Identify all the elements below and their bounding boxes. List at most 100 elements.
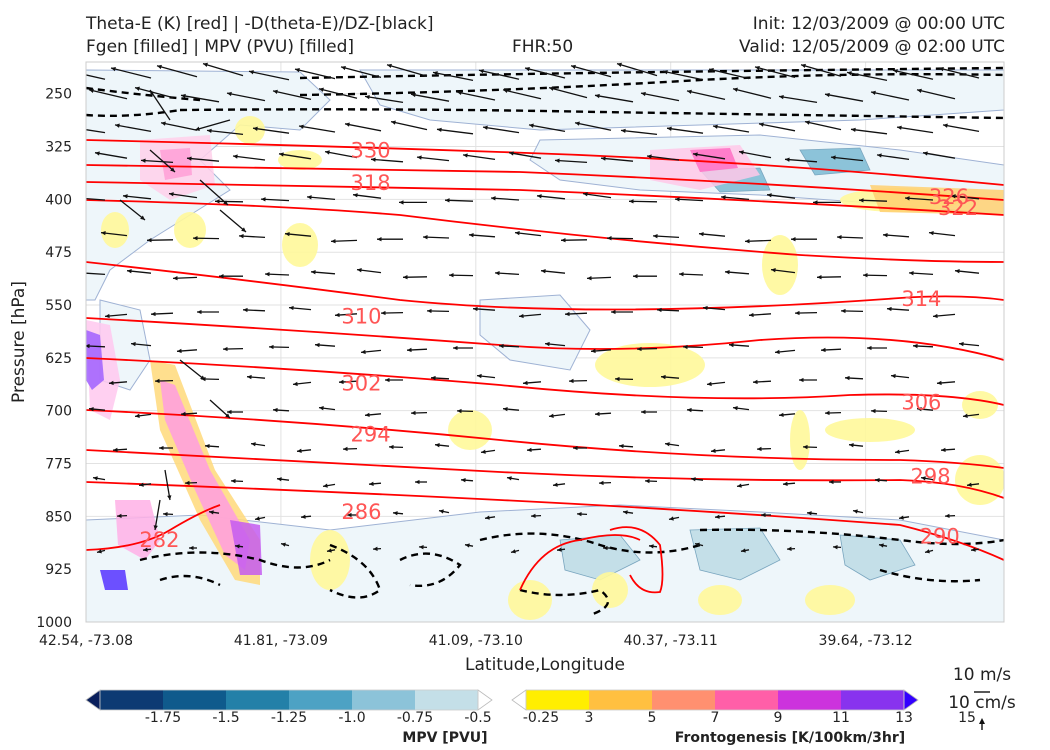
wind-vector-head: [729, 342, 734, 348]
wind-vector-shaft: [462, 154, 496, 161]
wind-vector-head: [150, 90, 155, 95]
wind-vector-head: [867, 345, 872, 351]
wind-vector: [162, 511, 174, 517]
wind-vector-head: [353, 193, 358, 198]
wind-vector-head: [167, 495, 172, 500]
wind-vector-head: [641, 409, 646, 415]
wind-vector-shaft: [594, 94, 634, 103]
wind-vector: [254, 516, 266, 521]
wind-vector: [432, 71, 474, 82]
wind-vector-head: [219, 274, 224, 279]
wind-vector: [660, 374, 680, 380]
valid-time: Valid: 12/05/2009 @ 02:00 UTC: [739, 37, 1005, 57]
wind-vector: [858, 198, 888, 203]
wind-vector-head: [665, 442, 670, 447]
wind-vector-head: [725, 270, 730, 275]
frontogenesis-strong-region: [230, 520, 262, 575]
wind-vector: [116, 513, 128, 519]
wind-vector-shaft: [804, 120, 842, 131]
wind-vector-head: [925, 549, 930, 554]
wind-vector-head: [457, 408, 462, 414]
wind-vector-shaft: [800, 64, 842, 77]
wind-vector-head: [457, 90, 462, 96]
wind-vector-head: [341, 65, 346, 71]
wind-vector: [140, 158, 174, 164]
wind-vector-shaft: [432, 71, 474, 82]
theta-e-contour-boundary-layer: [609, 526, 664, 594]
wind-vector-head: [215, 199, 220, 204]
wind-vector-head: [841, 308, 846, 314]
wind-vector: [782, 481, 796, 486]
fgen-tick-label: 15: [958, 710, 976, 726]
wind-vector: [829, 479, 841, 485]
fgen-colorbar-segment: [526, 690, 590, 710]
wind-vector-head: [89, 406, 94, 412]
wind-vector-head: [193, 236, 198, 241]
wind-vector: [422, 234, 450, 240]
wind-vector-shaft: [180, 94, 220, 103]
y-axis-label: Pressure [hPa]: [9, 281, 29, 403]
wind-vector: [370, 157, 404, 163]
wind-vector: [656, 307, 680, 313]
wind-vector: [652, 233, 680, 239]
theta-e-contour: [86, 181, 1004, 216]
wind-vector: [464, 543, 474, 548]
wind-vector: [766, 193, 796, 199]
wind-vector: [242, 307, 266, 313]
wind-vector-head: [641, 91, 646, 97]
wind-vector-head: [435, 443, 440, 448]
wind-vector: [686, 89, 726, 101]
wind-vector: [802, 444, 818, 450]
wind-vector-shaft: [508, 152, 542, 159]
wind-vector: [554, 158, 588, 164]
wind-vector: [340, 65, 382, 79]
wind-vector-head: [297, 448, 302, 453]
wind-vector-shaft: [482, 126, 520, 134]
wind-vector: [197, 309, 219, 315]
wind-vector-head: [391, 120, 396, 125]
wind-vector-head: [253, 126, 258, 131]
wind-vector-head: [509, 151, 514, 156]
wind-vector-shaft: [548, 86, 588, 99]
wind-vector: [536, 194, 566, 200]
wind-vector: [678, 272, 704, 277]
wind-vector: [356, 268, 382, 274]
wind-vector: [180, 411, 198, 417]
theta-e-label: 290: [920, 524, 960, 548]
wind-vector-head: [929, 230, 934, 236]
wind-vector-head: [709, 68, 714, 73]
wind-vector: [448, 273, 474, 278]
wind-vector: [314, 342, 336, 348]
wind-vector: [219, 209, 247, 233]
wind-vector-shaft: [318, 88, 358, 99]
wind-vector-shaft: [938, 67, 980, 79]
wind-vector-head: [159, 445, 164, 451]
wind-vector-head: [361, 349, 366, 355]
wind-vector-head: [687, 89, 692, 95]
wind-vector-shaft: [149, 89, 171, 121]
wind-vector: [154, 378, 174, 384]
wind-vector-shaft: [502, 89, 542, 100]
wind-vector-shaft: [94, 152, 128, 159]
wind-vector-head: [653, 233, 658, 239]
wind-vector-head: [691, 477, 696, 482]
dashed-stability-contour: [299, 72, 1004, 97]
wind-vector: [386, 63, 428, 77]
frontogenesis-region: [962, 391, 998, 419]
wind-vector-head: [553, 482, 558, 487]
y-tick-label: 775: [45, 457, 72, 473]
wind-vector-shaft: [140, 159, 174, 164]
y-tick-label: 1000: [36, 615, 72, 631]
wind-vector: [222, 346, 244, 352]
wind-vector-head: [151, 311, 156, 317]
wind-vector: [86, 74, 106, 80]
wind-vector-head: [891, 373, 896, 379]
wind-vector: [306, 195, 336, 201]
wind-vector-head: [807, 511, 812, 516]
wind-vector-head: [417, 155, 422, 160]
wind-vector: [114, 123, 152, 133]
wind-vector-shaft: [110, 67, 152, 79]
theta-e-contour: [86, 481, 1004, 561]
wind-vector-head: [847, 71, 852, 76]
wind-vector: [846, 71, 888, 82]
